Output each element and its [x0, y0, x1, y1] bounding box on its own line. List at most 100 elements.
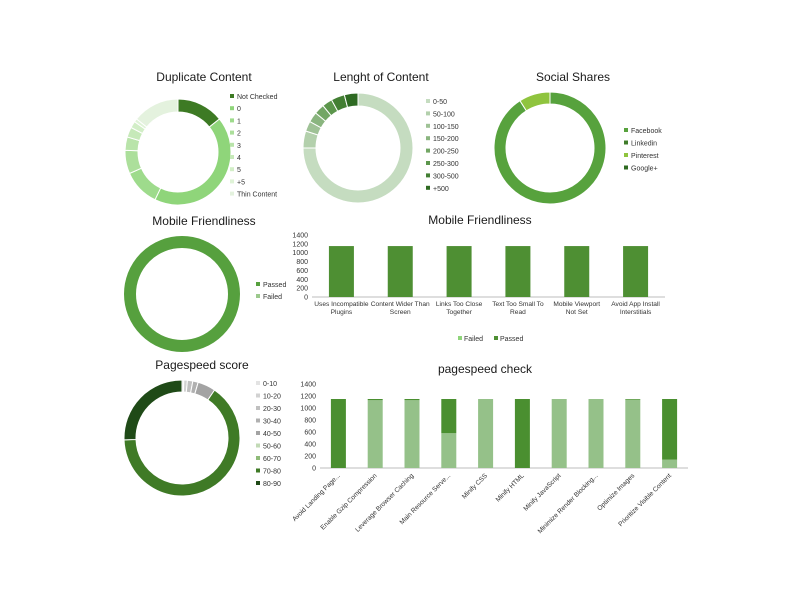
chart-title-mobile-bar: Mobile Friendliness: [428, 213, 531, 227]
y-tick-label: 800: [296, 259, 308, 266]
legend-label-150-200: 150-200: [433, 136, 459, 143]
mobile-friendliness-doughnut: Passed Failed: [124, 236, 286, 352]
y-tick-label: 600: [304, 430, 316, 437]
slice-facebook: [493, 91, 607, 205]
bar-passed-text-too-small-to-read: [505, 246, 531, 297]
bar-passed-links-too-close-together: [446, 246, 472, 297]
y-tick-label: 1000: [292, 250, 308, 257]
legend-marker-300-500: [426, 173, 430, 178]
bar-dark-avoid-landing-page: [330, 399, 346, 468]
legend-label-60-70: 60-70: [263, 456, 281, 463]
slice-pinterest: [519, 91, 551, 112]
legend-label-passed: Passed: [263, 282, 286, 289]
legend-label-80-90: 80-90: [263, 481, 281, 488]
legend-marker-1: [230, 118, 234, 123]
legend-label-50-60: 50-60: [263, 444, 281, 451]
slice-80-90: [123, 379, 183, 441]
legend-label-facebook: Facebook: [631, 128, 662, 135]
bar-light-main-resource-serve: [441, 433, 457, 468]
legend-marker-100-150: [426, 123, 430, 128]
y-tick-label: 200: [296, 286, 308, 293]
chart-title-mobile-pie: Mobile Friendliness: [152, 214, 255, 228]
legend-marker-4: [230, 155, 234, 159]
legend-label-linkedin: Linkedin: [631, 141, 657, 148]
y-tick-label: 1400: [300, 382, 316, 389]
legend-marker-150-200: [426, 136, 430, 141]
legend-marker-0-10: [256, 381, 260, 385]
legend-marker-2: [230, 130, 234, 135]
legend-label-500: +500: [433, 186, 449, 193]
y-tick-label: 400: [304, 442, 316, 449]
bar-passed-uses-incompatible-plugins: [328, 246, 354, 297]
legend-marker-30-40: [256, 418, 260, 423]
y-tick-label: 600: [296, 268, 308, 275]
legend-marker-0-50: [426, 99, 430, 103]
bar-dark-optimize-images: [625, 399, 641, 400]
legend-marker-pinterest: [624, 153, 628, 157]
legend-marker-3: [230, 142, 234, 147]
chart-title-pagespeed-pie: Pagespeed score: [155, 358, 249, 372]
bar-dark-main-resource-serve: [441, 399, 457, 434]
y-tick-label: 1200: [300, 394, 316, 401]
slice-1: [128, 167, 162, 201]
legend-marker-70-80: [256, 468, 260, 473]
chart-title-pagespeed-bar: pagespeed check: [438, 362, 533, 376]
social-shares-chart: Facebook Linkedin Pinterest Google+: [493, 91, 662, 205]
bar-light-minimize-render-blocking: [588, 399, 604, 468]
y-tick-label: 800: [304, 418, 316, 425]
y-tick-label: 0: [312, 466, 316, 473]
bar-light-leverage-browser-caching: [404, 400, 420, 468]
bar-dark-enable-gzip-compression: [367, 399, 383, 401]
legend-marker-failed: [256, 294, 260, 298]
legend-marker-not-checked: [230, 94, 234, 98]
category-label-minify-html: Minify HTML: [495, 472, 526, 503]
category-label-links-too-close-together: Links Too Close Together: [436, 301, 483, 316]
pagespeed-score-doughnut: 0-10 10-20 20-30 30-40 40-50 50-60 60-70 70-80 8…: [123, 379, 281, 497]
legend-label-not-checked: Not Checked: [237, 94, 278, 101]
legend-label-100-150: 100-150: [433, 124, 459, 131]
category-label-uses-incompatible-plugins: Uses Incompatible Plugins: [314, 301, 369, 316]
slice-0: [154, 118, 232, 206]
category-label-minify-css: Minify CSS: [461, 472, 489, 500]
legend-marker-200-250: [426, 148, 430, 153]
category-label-content-wider-than-screen: Content Wider Than Screen: [371, 301, 430, 316]
legend-label-250-300: 250-300: [433, 161, 459, 168]
legend-marker-50-100: [426, 111, 430, 116]
legend-marker-passed: [256, 282, 260, 286]
bar-passed-content-wider-than-screen: [387, 246, 413, 297]
legend-label-failed: Failed: [263, 294, 282, 301]
chart-title-duplicate: Duplicate Content: [156, 70, 252, 84]
y-tick-label: 1000: [300, 406, 316, 413]
legend-marker-linkedin: [624, 140, 628, 145]
legend-label-30-40: 30-40: [263, 419, 281, 426]
legend-marker-50-60: [256, 443, 260, 448]
y-tick-label: 1200: [292, 241, 308, 248]
slice-not-checked: [177, 98, 221, 128]
chart-title-social: Social Shares: [536, 70, 610, 84]
category-label-avoid-app-install-interstitials: Avoid App Install Interstitials: [611, 301, 660, 316]
category-label-mobile-viewport-not-set: Mobile Viewport Not Set: [553, 301, 600, 316]
bar-dark-leverage-browser-caching: [404, 399, 420, 401]
legend-label-pinterest: Pinterest: [631, 153, 659, 160]
legend-label-5: 5: [237, 167, 241, 174]
duplicate-content-chart: Not Checked 0 1 2 3 4 5 +5 Thin Content: [124, 94, 278, 206]
legend-label-50-100: 50-100: [433, 111, 455, 118]
slice-thin-content: [135, 98, 179, 128]
legend-marker-60-70: [256, 456, 260, 460]
legend-marker-5: [230, 167, 234, 172]
legend-label-300-500: 300-500: [433, 173, 459, 180]
slice-500: [343, 92, 359, 108]
bar-dark-prioritize-visible-content: [662, 399, 678, 460]
legend-marker-failed: [458, 336, 462, 340]
legend-marker-10-20: [256, 393, 260, 398]
slice-0-50: [302, 92, 414, 204]
y-tick-label: 0: [304, 295, 308, 302]
length-content-chart: 0-50 50-100 100-150 150-200 200-250 250-300 30…: [302, 92, 459, 204]
legend-marker-20-30: [256, 406, 260, 410]
legend-marker-40-50: [256, 431, 260, 435]
legend-label-2: 2: [237, 131, 241, 138]
legend-label-3: 3: [237, 143, 241, 150]
y-tick-label: 400: [296, 277, 308, 284]
